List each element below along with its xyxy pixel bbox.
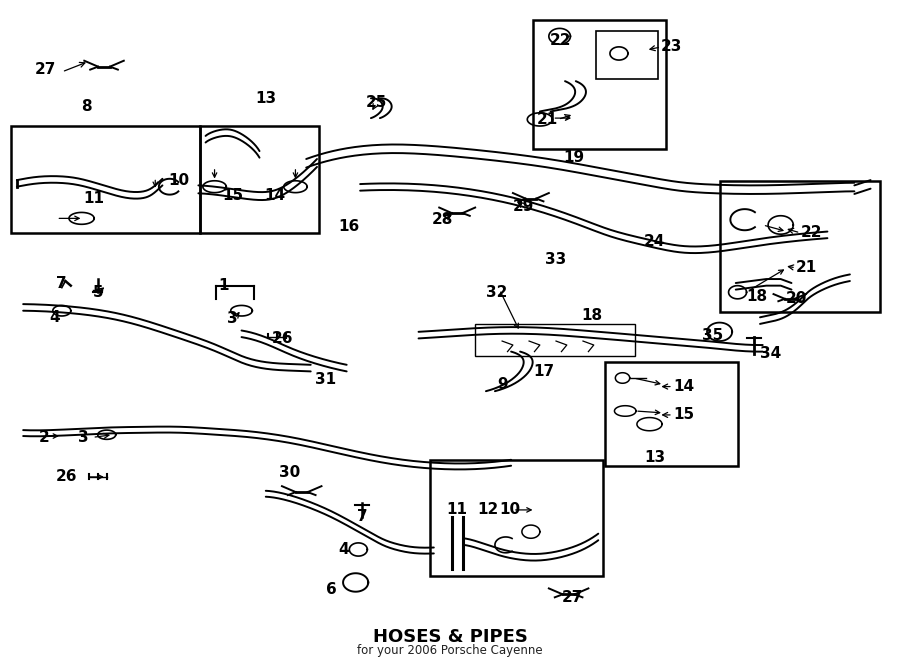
Text: 20: 20 [786, 292, 806, 306]
Bar [596, 31, 659, 79]
Bar [12, 126, 200, 233]
Text: 11: 11 [83, 191, 104, 206]
Text: 4: 4 [338, 542, 349, 557]
Bar [605, 362, 738, 466]
Bar [430, 461, 603, 576]
Text: 13: 13 [644, 449, 665, 465]
Text: 30: 30 [279, 465, 301, 480]
Text: 21: 21 [796, 260, 817, 276]
Text: 24: 24 [644, 234, 666, 249]
Text: 9: 9 [497, 377, 508, 392]
Text: 21: 21 [536, 112, 558, 127]
Text: 7: 7 [356, 509, 367, 524]
Text: 22: 22 [550, 33, 572, 48]
Text: 18: 18 [746, 289, 768, 303]
Text: 3: 3 [227, 311, 238, 326]
Text: 7: 7 [57, 276, 68, 290]
Text: 31: 31 [315, 372, 337, 387]
Text: 26: 26 [56, 469, 77, 485]
Text: 5: 5 [93, 285, 103, 299]
Text: 13: 13 [256, 91, 276, 106]
Text: 16: 16 [338, 219, 360, 234]
Text: HOSES & PIPES: HOSES & PIPES [373, 628, 527, 646]
Text: 15: 15 [222, 188, 243, 203]
Text: for your 2006 Porsche Cayenne: for your 2006 Porsche Cayenne [357, 644, 543, 657]
Text: 6: 6 [326, 582, 337, 597]
Text: 10: 10 [168, 173, 189, 188]
Text: 18: 18 [581, 309, 602, 323]
Text: 2: 2 [39, 430, 50, 445]
Bar [533, 20, 666, 149]
Text: 3: 3 [78, 430, 89, 445]
Text: 1: 1 [219, 278, 229, 293]
Bar [200, 126, 319, 233]
Text: 4: 4 [50, 310, 60, 325]
Text: 34: 34 [760, 346, 781, 361]
Bar [720, 181, 879, 312]
Text: 35: 35 [702, 329, 723, 343]
Text: 33: 33 [544, 252, 566, 267]
Text: 22: 22 [800, 225, 822, 241]
Text: 19: 19 [563, 150, 585, 165]
Text: 14: 14 [265, 188, 285, 203]
Text: 28: 28 [432, 212, 454, 227]
Text: 27: 27 [35, 62, 57, 77]
Text: 23: 23 [662, 40, 682, 54]
Text: 27: 27 [562, 590, 583, 605]
Text: 10: 10 [499, 502, 520, 518]
Text: 17: 17 [534, 364, 555, 379]
Text: 11: 11 [446, 502, 468, 518]
Text: 26: 26 [272, 331, 293, 346]
Text: 29: 29 [513, 199, 535, 214]
Text: 12: 12 [477, 502, 499, 518]
Text: 14: 14 [673, 379, 694, 394]
Text: 15: 15 [673, 407, 694, 422]
Text: 32: 32 [486, 285, 508, 299]
Text: 25: 25 [365, 95, 387, 110]
Bar [475, 324, 635, 356]
Text: 8: 8 [81, 98, 92, 114]
